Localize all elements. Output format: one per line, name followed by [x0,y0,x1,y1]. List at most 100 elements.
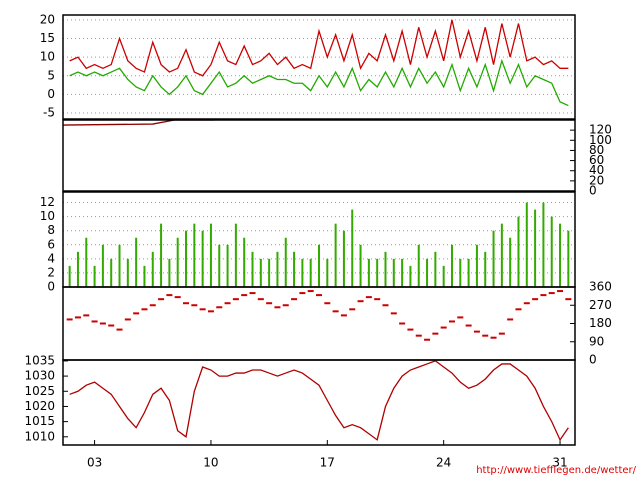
point [399,322,406,325]
point [415,334,422,337]
y-tick-label: 20 [40,12,55,26]
bar [417,244,420,287]
y-tick-label: 8 [47,223,55,237]
source-url: http://www.tiefflegen.de/wetter/ [476,465,636,476]
y-tick-label: 1025 [24,384,55,398]
point [158,298,165,301]
bar [359,244,362,287]
bar [251,251,254,287]
bar [301,258,304,287]
bar [559,223,562,287]
bar [326,258,329,287]
panel-frame [62,286,576,361]
bar [218,244,221,287]
point [74,316,81,319]
bar [459,258,462,287]
bar [201,230,204,287]
bar [542,202,545,287]
bar [434,251,437,287]
bar [384,251,387,287]
panel-frame [62,359,576,446]
point [241,294,248,297]
point [432,332,439,335]
y-tick-label: 270 [589,298,612,312]
point [557,290,564,293]
point [340,314,347,317]
bar [168,258,171,287]
point [507,318,514,321]
bar [351,209,354,287]
point [440,326,447,329]
bar [226,244,229,287]
y-tick-label: 1015 [24,414,55,428]
bar [409,265,412,287]
point [282,304,289,307]
y-tick-label: 0 [47,280,55,294]
bar [176,237,179,287]
y-tick-label: 360 [589,280,612,294]
line-series [69,19,569,77]
bar [118,244,121,287]
point [448,320,455,323]
bar [151,251,154,287]
point [540,294,547,297]
bar [143,265,146,287]
bar [276,251,279,287]
x-tick-label: 10 [203,456,218,470]
y-tick-label: 20 [589,173,604,187]
point [523,302,530,305]
bar [376,258,379,287]
bar [76,251,79,287]
y-tick-label: -5 [43,106,55,120]
y-tick-label: 0 [589,353,597,367]
point [498,332,505,335]
point [532,298,539,301]
y-tick-label: 100 [589,133,612,147]
line-series [62,119,215,126]
point [515,308,522,311]
point [365,296,372,299]
bar [268,258,271,287]
bar [318,244,320,287]
point [83,314,90,317]
bar [475,244,478,287]
point [473,330,480,333]
bar [442,265,445,287]
y-tick-label: 90 [589,334,604,348]
y-tick-label: 1010 [24,429,55,443]
bar [342,230,345,287]
bar [467,258,470,287]
y-tick-label: 10 [40,50,55,64]
point [548,292,555,295]
point [124,318,131,321]
y-tick-label: 4 [47,251,55,265]
panel-frame [62,14,576,120]
bar [500,223,503,287]
x-tick-label: 03 [87,456,102,470]
bar [93,265,96,287]
y-tick-label: 5 [47,68,55,82]
bar [234,223,237,287]
point [224,302,231,305]
bar [68,265,71,287]
y-tick-label: 10 [40,209,55,223]
point [191,304,198,307]
point [424,338,431,341]
point [66,318,73,321]
bar [243,237,246,287]
point [482,334,489,337]
bar [293,251,296,287]
point [232,298,239,301]
point [349,308,356,311]
bar [492,230,495,287]
bar [484,251,487,287]
point [99,322,106,325]
bar [534,209,537,287]
y-tick-label: 6 [47,237,55,251]
panel-frame [62,119,576,192]
y-tick-label: 180 [589,316,612,330]
point [257,298,264,301]
point [382,304,389,307]
line-series [69,58,569,107]
y-tick-label: 1020 [24,399,55,413]
